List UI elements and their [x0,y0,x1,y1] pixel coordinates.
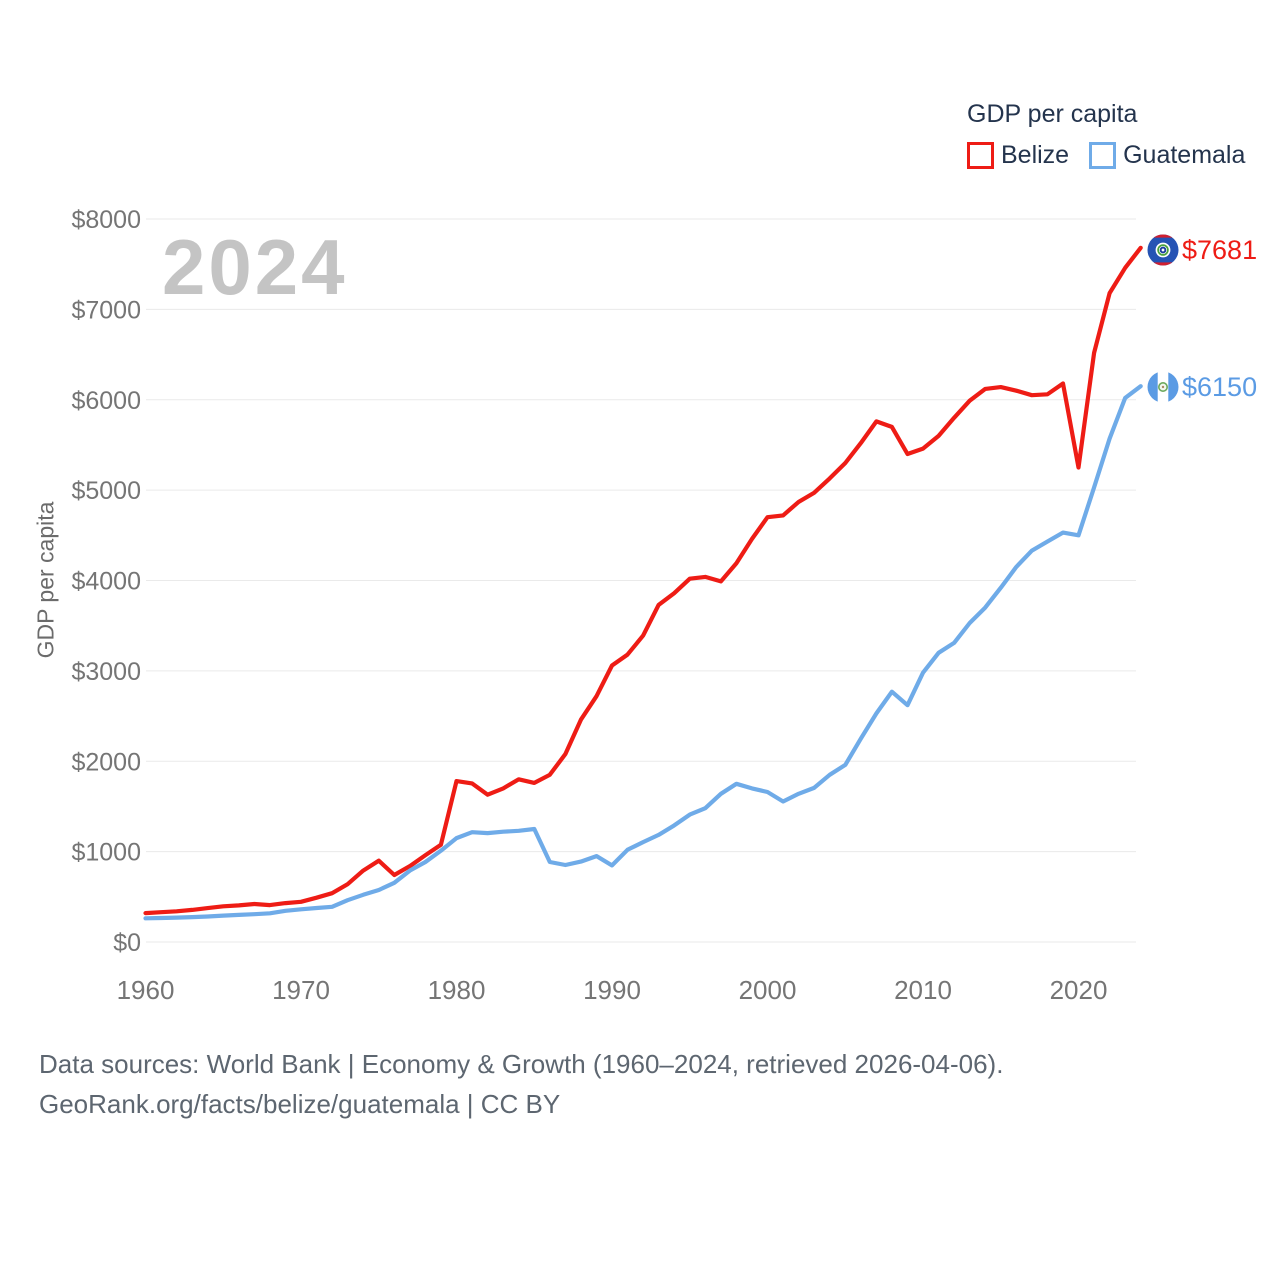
y-tick-label: $4000 [71,568,141,596]
x-tick-label: 2000 [739,975,797,1005]
y-axis-title: GDP per capita [32,501,59,659]
belize-swatch-icon [967,142,994,169]
x-tick-label: 1960 [117,975,175,1005]
belize-flag-icon [1147,234,1179,266]
legend-title: GDP per capita [967,100,1138,128]
guatemala-flag-icon [1147,371,1179,403]
guatemala-swatch-icon [1089,142,1117,169]
attribution: Data sources: World Bank | Economy & Gro… [39,1044,1003,1124]
legend-item-belize[interactable]: Belize [967,141,1069,170]
x-tick-label: 1990 [583,975,641,1005]
y-tick-label: $3000 [71,658,141,686]
data-sources-line: Data sources: World Bank | Economy & Gro… [39,1049,1004,1079]
legend-item-guatemala[interactable]: Guatemala [1089,141,1245,170]
x-tick-label: 2010 [894,975,952,1005]
belize-line [143,245,1143,916]
x-tick-label: 1970 [272,975,330,1005]
y-tick-label: $0 [113,929,141,957]
y-tick-label: $6000 [71,387,141,415]
x-tick-label: 1980 [428,975,486,1005]
belize-end-value: $7681 [1182,235,1258,265]
guatemala-line [143,384,1143,921]
legend: Belize Guatemala [967,141,1245,170]
y-tick-label: $7000 [71,296,141,324]
watermark-year: 2024 [162,223,348,311]
y-tick-label: $1000 [71,839,141,867]
legend-label-guatemala: Guatemala [1123,141,1246,169]
y-tick-label: $5000 [71,477,141,505]
y-tick-label: $8000 [71,206,141,234]
y-tick-label: $2000 [71,748,141,776]
guatemala-end-value: $6150 [1182,372,1258,402]
x-tick-label: 2020 [1050,975,1108,1005]
source-url-line: GeoRank.org/facts/belize/guatemala | CC … [39,1089,561,1119]
legend-label-belize: Belize [1001,141,1070,169]
